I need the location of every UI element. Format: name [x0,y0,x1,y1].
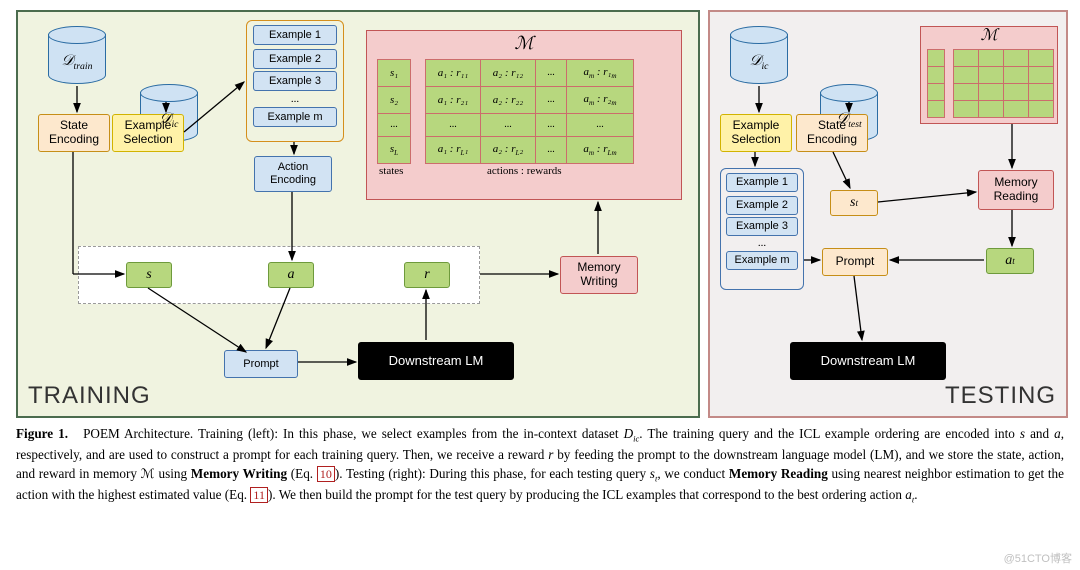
memory-states-caption: states [379,165,403,178]
d-train-label: 𝒟train [48,52,106,72]
testing-panel: TESTING 𝒟ic 𝒟test Example Selection Stat… [708,10,1068,418]
downstream-lm-test: Downstream LM [790,342,946,380]
memory-writing-box: Memory Writing [560,256,638,294]
d-test-label: 𝒟test [820,110,878,130]
d-ic-label-right: 𝒟ic [730,52,788,72]
memory-actions-caption: actions : rewards [487,165,562,178]
memory-title-train: ℳ [367,33,681,54]
downstream-lm-train: Downstream LM [358,342,514,380]
d-ic-db-right: 𝒟ic [730,26,788,84]
example-item: Example 2 [726,196,798,215]
d-ic-label-left: 𝒟ic [140,110,198,130]
training-label: TRAINING [28,382,151,410]
examples-frame-test: Example 1 Example 2 Example 3 ... Exampl… [720,168,804,290]
eq-ref-10: 10 [317,466,335,482]
example-item: Example 2 [253,49,337,69]
memory-panel-test: ℳ [920,26,1058,124]
example-item: Example 1 [726,173,798,192]
example-item: Example 3 [253,71,337,91]
example-item: Example 3 [726,217,798,236]
s-var: s [126,262,172,288]
memory-title-test: ℳ [921,27,1057,45]
memory-reading-box: Memory Reading [978,170,1054,210]
memory-mini-state [927,49,945,118]
at-var: at [986,248,1034,274]
example-item: Example m [726,251,798,270]
st-var: st [830,190,878,216]
examples-frame-train: Example 1 Example 2 Example 3 ... Exampl… [246,20,344,142]
testing-label: TESTING [945,382,1056,410]
memory-mini-grid [953,49,1054,118]
action-encoding-box: Action Encoding [254,156,332,192]
example-item-dots: ... [247,93,343,105]
training-panel: TRAINING 𝒟train 𝒟ic State Encoding Examp… [16,10,700,418]
watermark: @51CTO博客 [1004,550,1072,566]
r-var: r [404,262,450,288]
state-encoding-box: State Encoding [38,114,110,152]
figure-number: Figure 1. [16,426,68,441]
prompt-box-train: Prompt [224,350,298,378]
prompt-box-test: Prompt [822,248,888,276]
d-train-db: 𝒟train [48,26,106,84]
example-item: Example m [253,107,337,127]
memory-grid: a₁ : r₁₁ a₂ : r₁₂ ... am : r₁m a₁ : r₂₁ … [425,59,634,164]
a-var: a [268,262,314,288]
example-item: Example 1 [253,25,337,45]
example-item-dots: ... [721,238,803,249]
memory-state-col: s₁ s₂ ... sL [377,59,411,164]
figure-caption: Figure 1. POEM Architecture. Training (l… [16,424,1064,506]
memory-panel-train: ℳ s₁ s₂ ... sL a₁ : r₁₁ a₂ : r₁₂ ... am … [366,30,682,200]
eq-ref-11: 11 [250,487,268,503]
example-selection-box-test: Example Selection [720,114,792,152]
